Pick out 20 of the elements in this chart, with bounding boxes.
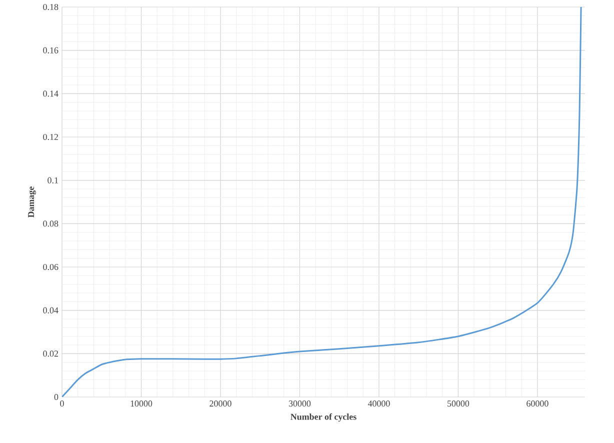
y-tick-label: 0 — [54, 394, 58, 400]
y-tick-label: 0.08 — [43, 220, 58, 227]
x-tick-label: 40000 — [368, 400, 390, 407]
x-tick-label: 20000 — [210, 400, 232, 407]
y-tick-label: 0.12 — [43, 134, 58, 140]
y-tick-label: 0.06 — [43, 264, 58, 270]
x-tick-label: 30000 — [288, 400, 311, 407]
x-axis-title: Number of cycles — [290, 413, 356, 422]
line-series — [62, 6, 582, 397]
y-axis-title: Damage — [28, 186, 36, 218]
x-tick-label: 0 — [60, 400, 64, 407]
y-tick-label: 0.04 — [43, 307, 58, 314]
x-tick-label: 10000 — [130, 400, 152, 407]
y-tick-label: 0.16 — [43, 47, 58, 54]
x-tick-label: 50000 — [448, 400, 470, 407]
y-tick-label: 0.1 — [48, 177, 58, 184]
y-tick-label: 0.02 — [43, 350, 58, 357]
x-tick-label: 60000 — [526, 400, 548, 407]
y-tick-label: 0.14 — [43, 90, 58, 97]
y-tick-label: 0.18 — [43, 4, 58, 10]
